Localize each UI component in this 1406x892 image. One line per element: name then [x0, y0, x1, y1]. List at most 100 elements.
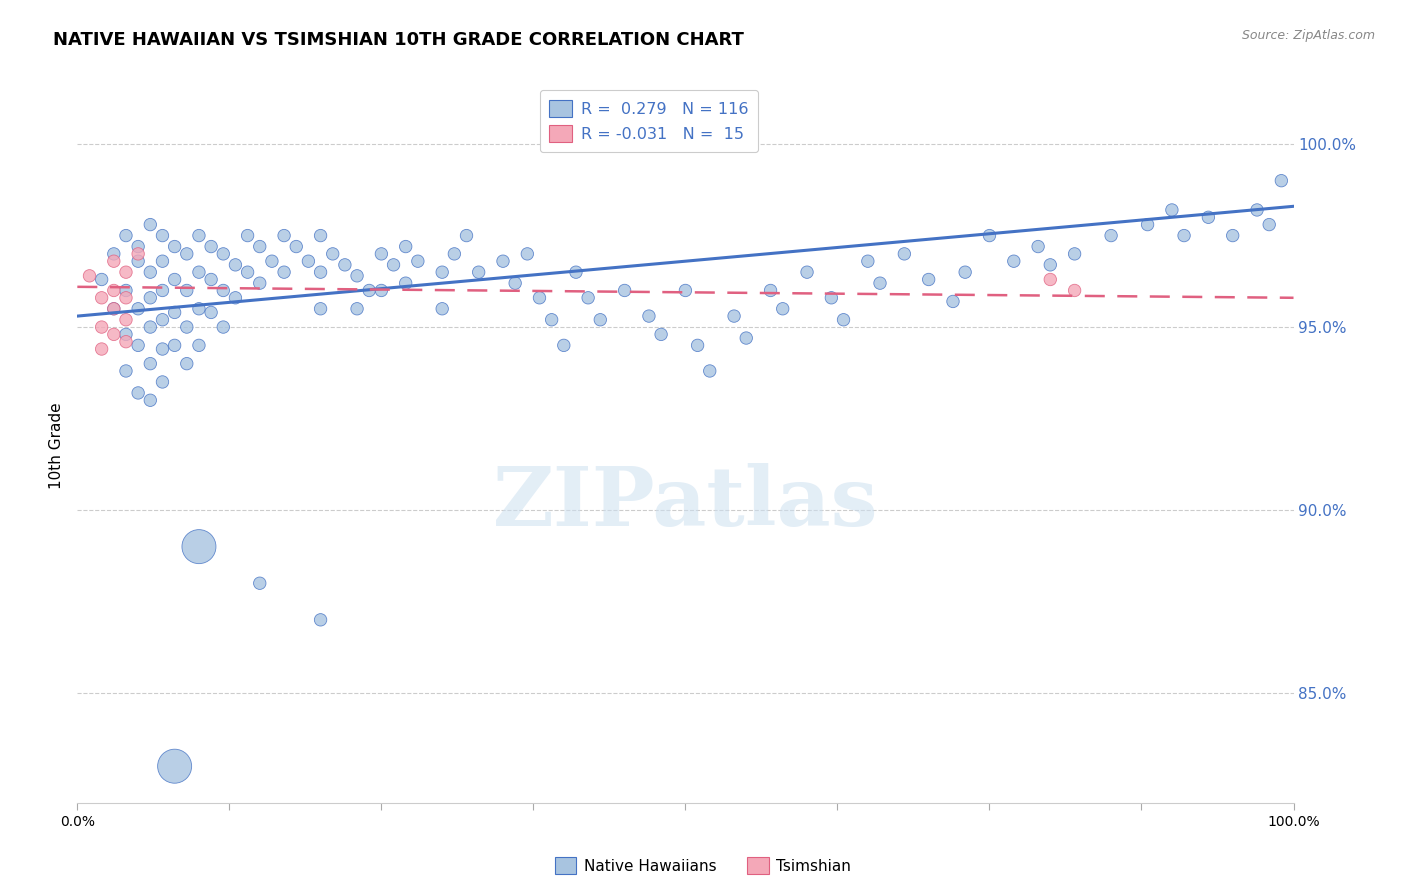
Point — [115, 284, 138, 298]
Point — [127, 338, 149, 352]
Point — [139, 218, 162, 232]
Point — [723, 309, 745, 323]
Point — [1258, 218, 1281, 232]
Point — [176, 284, 198, 298]
Point — [589, 312, 612, 326]
Point — [127, 301, 149, 316]
Point — [115, 291, 138, 305]
Point — [260, 254, 283, 268]
Point — [152, 284, 174, 298]
Point — [163, 239, 186, 253]
Point — [115, 327, 138, 342]
Point — [163, 272, 186, 286]
Point — [236, 228, 259, 243]
Point — [103, 301, 125, 316]
Point — [1063, 284, 1085, 298]
Point — [309, 228, 332, 243]
Point — [249, 239, 271, 253]
Point — [638, 309, 661, 323]
Point — [540, 312, 562, 326]
Point — [869, 276, 891, 290]
Point — [772, 301, 794, 316]
Point — [553, 338, 575, 352]
Point — [115, 312, 138, 326]
Point — [1039, 272, 1062, 286]
Point — [1026, 239, 1049, 253]
Point — [333, 258, 356, 272]
Point — [1246, 202, 1268, 217]
Point — [359, 284, 381, 298]
Point — [1197, 211, 1219, 225]
Point — [796, 265, 818, 279]
Point — [90, 291, 112, 305]
Point — [529, 291, 551, 305]
Point — [1270, 174, 1292, 188]
Point — [432, 301, 454, 316]
Point — [152, 342, 174, 356]
Point — [1039, 258, 1062, 272]
Point — [432, 265, 454, 279]
Point — [103, 327, 125, 342]
Point — [127, 247, 149, 261]
Point — [90, 320, 112, 334]
Y-axis label: 10th Grade: 10th Grade — [49, 402, 65, 490]
Point — [297, 254, 319, 268]
Point — [115, 228, 138, 243]
Point — [516, 247, 538, 261]
Point — [370, 284, 392, 298]
Point — [200, 239, 222, 253]
Point — [1222, 228, 1244, 243]
Point — [382, 258, 405, 272]
Point — [152, 312, 174, 326]
Point — [139, 291, 162, 305]
Text: ZIPatlas: ZIPatlas — [492, 463, 879, 543]
Point — [942, 294, 965, 309]
Point — [115, 265, 138, 279]
Text: Source: ZipAtlas.com: Source: ZipAtlas.com — [1241, 29, 1375, 42]
Point — [1002, 254, 1025, 268]
Point — [1099, 228, 1122, 243]
Point — [395, 239, 418, 253]
Point — [309, 265, 332, 279]
Point — [832, 312, 855, 326]
Legend: Native Hawaiians, Tsimshian: Native Hawaiians, Tsimshian — [548, 851, 858, 880]
Point — [212, 320, 235, 334]
Point — [163, 305, 186, 319]
Point — [176, 357, 198, 371]
Legend: R =  0.279   N = 116, R = -0.031   N =  15: R = 0.279 N = 116, R = -0.031 N = 15 — [540, 90, 758, 152]
Point — [188, 265, 211, 279]
Point — [103, 247, 125, 261]
Point — [103, 284, 125, 298]
Point — [90, 342, 112, 356]
Point — [224, 291, 246, 305]
Text: NATIVE HAWAIIAN VS TSIMSHIAN 10TH GRADE CORRELATION CHART: NATIVE HAWAIIAN VS TSIMSHIAN 10TH GRADE … — [53, 31, 744, 49]
Point — [273, 265, 295, 279]
Point — [152, 228, 174, 243]
Point — [273, 228, 295, 243]
Point — [346, 268, 368, 283]
Point — [152, 254, 174, 268]
Point — [249, 576, 271, 591]
Point — [1173, 228, 1195, 243]
Point — [79, 268, 101, 283]
Point — [139, 320, 162, 334]
Point — [176, 247, 198, 261]
Point — [212, 247, 235, 261]
Point — [443, 247, 465, 261]
Point — [893, 247, 915, 261]
Point — [699, 364, 721, 378]
Point — [127, 386, 149, 401]
Point — [346, 301, 368, 316]
Point — [152, 375, 174, 389]
Point — [249, 276, 271, 290]
Point — [200, 272, 222, 286]
Point — [224, 258, 246, 272]
Point — [650, 327, 672, 342]
Point — [395, 276, 418, 290]
Point — [613, 284, 636, 298]
Point — [467, 265, 489, 279]
Point — [236, 265, 259, 279]
Point — [322, 247, 344, 261]
Point — [856, 254, 879, 268]
Point — [212, 284, 235, 298]
